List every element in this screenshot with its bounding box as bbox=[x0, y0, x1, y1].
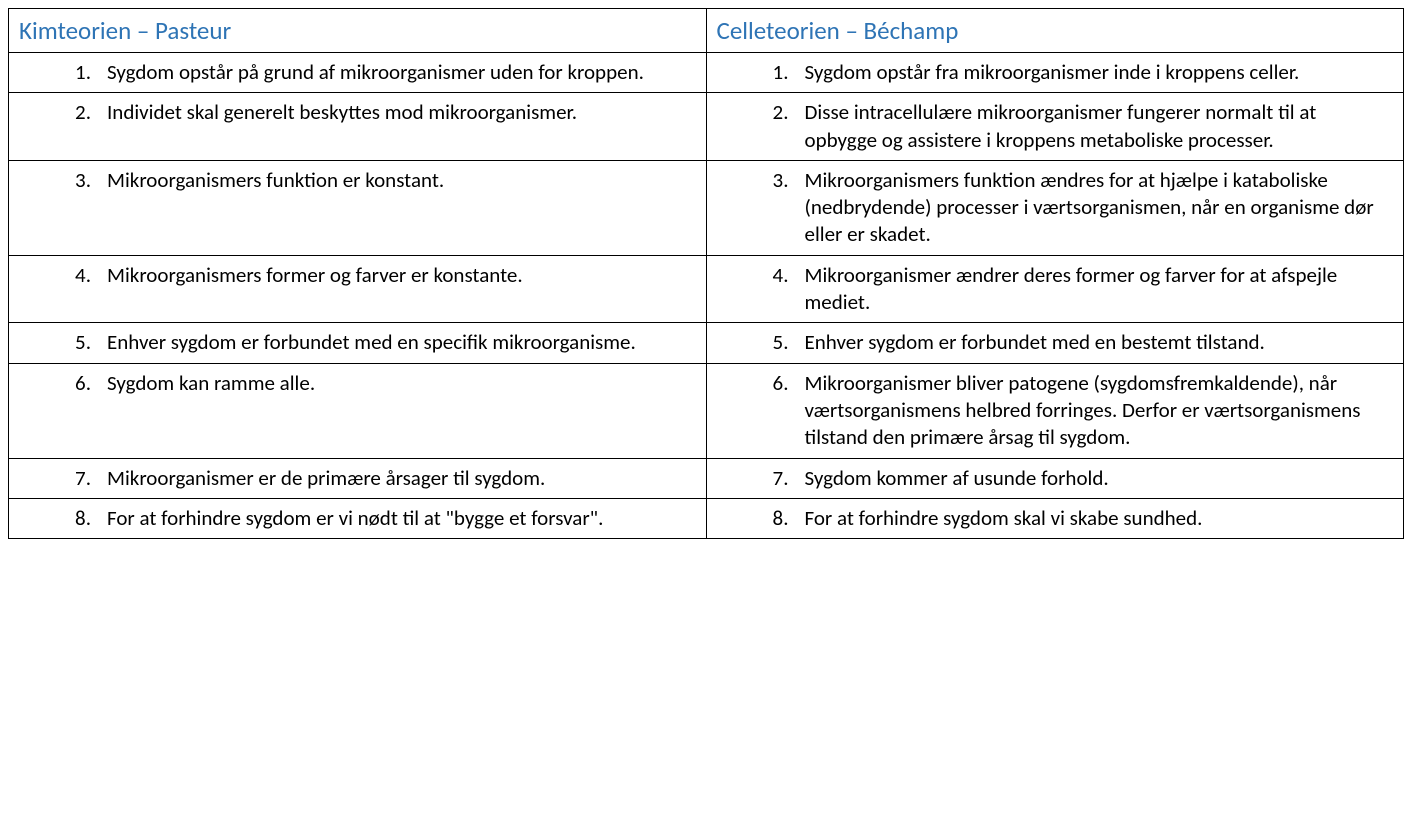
cell-right: 6.Mikroorganismer bliver patogene (sygdo… bbox=[706, 363, 1404, 458]
item-text: Disse intracellulære mikroorganismer fun… bbox=[805, 99, 1394, 154]
item-text: Mikroorganismers funktion ændres for at … bbox=[805, 167, 1394, 249]
item-text: For at forhindre sygdom er vi nødt til a… bbox=[107, 505, 696, 532]
item-number: 2. bbox=[769, 99, 805, 125]
cell-right: 2. Disse intracellulære mikroorganismer … bbox=[706, 93, 1404, 161]
list-item: 3.Mikroorganismers funktion ændres for a… bbox=[717, 167, 1394, 249]
item-number: 7. bbox=[769, 465, 805, 491]
item-text: For at forhindre sygdom skal vi skabe su… bbox=[805, 505, 1394, 532]
list-item: 6.Sygdom kan ramme alle. bbox=[19, 370, 696, 397]
table-row: 6.Sygdom kan ramme alle.6.Mikroorganisme… bbox=[9, 363, 1404, 458]
item-number: 2. bbox=[71, 99, 107, 125]
list-item: 2.Individet skal generelt beskyttes mod … bbox=[19, 99, 696, 126]
item-number: 8. bbox=[71, 505, 107, 531]
item-text: Sygdom kan ramme alle. bbox=[107, 370, 696, 397]
table-row: 3.Mikroorganismers funktion er konstant.… bbox=[9, 160, 1404, 255]
item-text: Sygdom opstår på grund af mikroorganisme… bbox=[107, 59, 696, 86]
table-row: 7.Mikroorganismer er de primære årsager … bbox=[9, 458, 1404, 498]
item-text: Sygdom kommer af usunde forhold. bbox=[805, 465, 1394, 492]
cell-left: 4.Mikroorganismers former og farver er k… bbox=[9, 255, 707, 323]
cell-right: 5.Enhver sygdom er forbundet med en best… bbox=[706, 323, 1404, 363]
list-item: 1.Sygdom opstår på grund af mikroorganis… bbox=[19, 59, 696, 86]
item-text: Sygdom opstår fra mikroorganismer inde i… bbox=[805, 59, 1394, 86]
list-item: 2. Disse intracellulære mikroorganismer … bbox=[717, 99, 1394, 154]
table-row: 1.Sygdom opstår på grund af mikroorganis… bbox=[9, 53, 1404, 93]
column-header-right: Celleteorien – Béchamp bbox=[706, 9, 1404, 53]
list-item: 8.For at forhindre sygdom skal vi skabe … bbox=[717, 505, 1394, 532]
list-item: 4.Mikroorganismer ændrer deres former og… bbox=[717, 262, 1394, 317]
table-row: 2.Individet skal generelt beskyttes mod … bbox=[9, 93, 1404, 161]
item-number: 5. bbox=[71, 329, 107, 355]
list-item: 7.Mikroorganismer er de primære årsager … bbox=[19, 465, 696, 492]
item-number: 1. bbox=[71, 59, 107, 85]
cell-left: 5.Enhver sygdom er forbundet med en spec… bbox=[9, 323, 707, 363]
item-number: 4. bbox=[769, 262, 805, 288]
list-item: 4.Mikroorganismers former og farver er k… bbox=[19, 262, 696, 289]
item-number: 5. bbox=[769, 329, 805, 355]
item-text: Mikroorganismers former og farver er kon… bbox=[107, 262, 696, 289]
item-text: Mikroorganismers funktion er konstant. bbox=[107, 167, 696, 194]
cell-left: 7.Mikroorganismer er de primære årsager … bbox=[9, 458, 707, 498]
cell-left: 8.For at forhindre sygdom er vi nødt til… bbox=[9, 498, 707, 538]
list-item: 1.Sygdom opstår fra mikroorganismer inde… bbox=[717, 59, 1394, 86]
item-text: Mikroorganismer bliver patogene (sygdoms… bbox=[805, 370, 1394, 452]
cell-right: 4.Mikroorganismer ændrer deres former og… bbox=[706, 255, 1404, 323]
comparison-table: Kimteorien – Pasteur Celleteorien – Béch… bbox=[8, 8, 1404, 539]
cell-left: 2.Individet skal generelt beskyttes mod … bbox=[9, 93, 707, 161]
column-header-left: Kimteorien – Pasteur bbox=[9, 9, 707, 53]
item-text: Mikroorganismer er de primære årsager ti… bbox=[107, 465, 696, 492]
cell-right: 7.Sygdom kommer af usunde forhold. bbox=[706, 458, 1404, 498]
cell-left: 3.Mikroorganismers funktion er konstant. bbox=[9, 160, 707, 255]
item-number: 1. bbox=[769, 59, 805, 85]
cell-right: 8.For at forhindre sygdom skal vi skabe … bbox=[706, 498, 1404, 538]
item-number: 3. bbox=[71, 167, 107, 193]
list-item: 6.Mikroorganismer bliver patogene (sygdo… bbox=[717, 370, 1394, 452]
table-header-row: Kimteorien – Pasteur Celleteorien – Béch… bbox=[9, 9, 1404, 53]
item-number: 8. bbox=[769, 505, 805, 531]
list-item: 7.Sygdom kommer af usunde forhold. bbox=[717, 465, 1394, 492]
item-number: 4. bbox=[71, 262, 107, 288]
item-text: Individet skal generelt beskyttes mod mi… bbox=[107, 99, 696, 126]
item-number: 6. bbox=[71, 370, 107, 396]
table-row: 4.Mikroorganismers former og farver er k… bbox=[9, 255, 1404, 323]
list-item: 5.Enhver sygdom er forbundet med en best… bbox=[717, 329, 1394, 356]
table-row: 8.For at forhindre sygdom er vi nødt til… bbox=[9, 498, 1404, 538]
item-text: Mikroorganismer ændrer deres former og f… bbox=[805, 262, 1394, 317]
list-item: 5.Enhver sygdom er forbundet med en spec… bbox=[19, 329, 696, 356]
table-row: 5.Enhver sygdom er forbundet med en spec… bbox=[9, 323, 1404, 363]
item-text: Enhver sygdom er forbundet med en specif… bbox=[107, 329, 696, 356]
list-item: 3.Mikroorganismers funktion er konstant. bbox=[19, 167, 696, 194]
item-text: Enhver sygdom er forbundet med en bestem… bbox=[805, 329, 1394, 356]
item-number: 6. bbox=[769, 370, 805, 396]
cell-left: 1.Sygdom opstår på grund af mikroorganis… bbox=[9, 53, 707, 93]
item-number: 7. bbox=[71, 465, 107, 491]
cell-left: 6.Sygdom kan ramme alle. bbox=[9, 363, 707, 458]
cell-right: 1.Sygdom opstår fra mikroorganismer inde… bbox=[706, 53, 1404, 93]
cell-right: 3.Mikroorganismers funktion ændres for a… bbox=[706, 160, 1404, 255]
list-item: 8.For at forhindre sygdom er vi nødt til… bbox=[19, 505, 696, 532]
table-body: 1.Sygdom opstår på grund af mikroorganis… bbox=[9, 53, 1404, 539]
item-number: 3. bbox=[769, 167, 805, 193]
